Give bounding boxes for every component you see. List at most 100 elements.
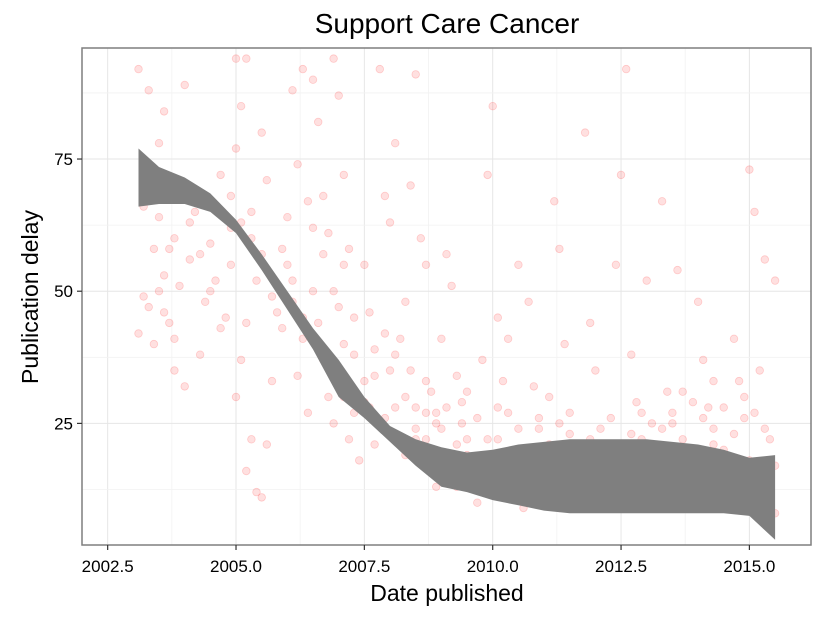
data-point (462, 387, 472, 396)
data-point (154, 138, 164, 148)
data-point (267, 376, 277, 386)
data-point (236, 101, 246, 111)
data-point (370, 345, 379, 354)
data-point (421, 376, 431, 386)
data-point (339, 339, 348, 349)
data-point (663, 387, 672, 396)
data-point (627, 429, 636, 439)
data-point (457, 419, 467, 428)
data-point (360, 260, 369, 269)
data-point (457, 398, 467, 407)
data-point (370, 440, 379, 449)
data-point (596, 424, 605, 433)
data-point (308, 75, 318, 84)
data-point (606, 413, 615, 423)
x-tick-label: 2005.0 (210, 557, 262, 576)
y-axis-ticks: 25 50 75 (54, 150, 82, 433)
data-point (159, 308, 169, 317)
data-point (339, 260, 348, 269)
data-point (729, 334, 739, 343)
data-point (632, 398, 641, 407)
data-point (452, 371, 461, 380)
data-point (380, 191, 390, 201)
data-point (195, 249, 205, 259)
data-point (154, 212, 164, 222)
data-point (534, 413, 544, 423)
data-point (329, 54, 338, 63)
data-point (375, 64, 384, 74)
data-point (760, 424, 769, 433)
data-point (452, 440, 461, 449)
data-point (586, 318, 595, 328)
data-point (729, 429, 739, 439)
x-tick-label: 2002.5 (82, 557, 134, 576)
data-point (391, 350, 400, 359)
data-point (534, 424, 544, 433)
data-point (503, 408, 513, 417)
data-point (421, 260, 431, 269)
data-point (760, 255, 769, 264)
data-point (709, 424, 718, 433)
data-point (524, 297, 533, 306)
data-point (637, 408, 646, 417)
data-point (385, 218, 395, 227)
data-point (498, 376, 508, 386)
data-point (216, 324, 225, 333)
data-point (185, 255, 194, 264)
data-point (565, 429, 574, 439)
data-point (370, 371, 379, 380)
data-point (278, 324, 287, 333)
data-point (221, 313, 230, 322)
data-point (149, 339, 159, 349)
data-point (529, 382, 538, 391)
data-point (283, 260, 292, 269)
data-point (278, 244, 287, 254)
data-point (195, 350, 205, 359)
data-point (668, 408, 677, 417)
data-point (349, 313, 359, 322)
data-point (411, 424, 420, 433)
data-point (185, 218, 194, 227)
data-point (426, 387, 436, 396)
data-point (442, 249, 451, 259)
data-point (473, 498, 482, 507)
data-point (272, 308, 282, 317)
data-point (349, 350, 359, 359)
data-point (396, 334, 405, 343)
data-point (344, 435, 354, 444)
data-point (226, 191, 236, 201)
data-point (308, 223, 318, 232)
data-point (616, 170, 626, 180)
data-point (329, 287, 338, 296)
data-point (180, 80, 189, 90)
data-point (401, 392, 410, 402)
data-point (406, 366, 415, 375)
data-point (673, 265, 682, 275)
data-point (432, 482, 441, 491)
data-point (437, 424, 446, 433)
smooth-confidence-band (138, 148, 776, 540)
data-point (242, 466, 251, 476)
data-point (231, 144, 241, 153)
data-point (242, 54, 251, 63)
smooth-band (138, 148, 776, 540)
data-point (770, 276, 780, 285)
data-point (550, 197, 559, 206)
data-point (493, 313, 502, 322)
data-point (411, 403, 420, 412)
data-point (391, 403, 400, 412)
data-point (365, 308, 374, 317)
data-point (324, 228, 333, 238)
data-point (740, 413, 749, 423)
x-tick-label: 2007.5 (338, 557, 390, 576)
data-point (200, 297, 210, 306)
data-point (483, 170, 492, 180)
data-point (257, 128, 266, 137)
data-point (657, 197, 667, 206)
data-point (231, 392, 241, 402)
data-point (159, 271, 169, 280)
data-point (170, 334, 179, 343)
y-tick-label: 50 (54, 282, 73, 301)
data-point (627, 350, 636, 359)
